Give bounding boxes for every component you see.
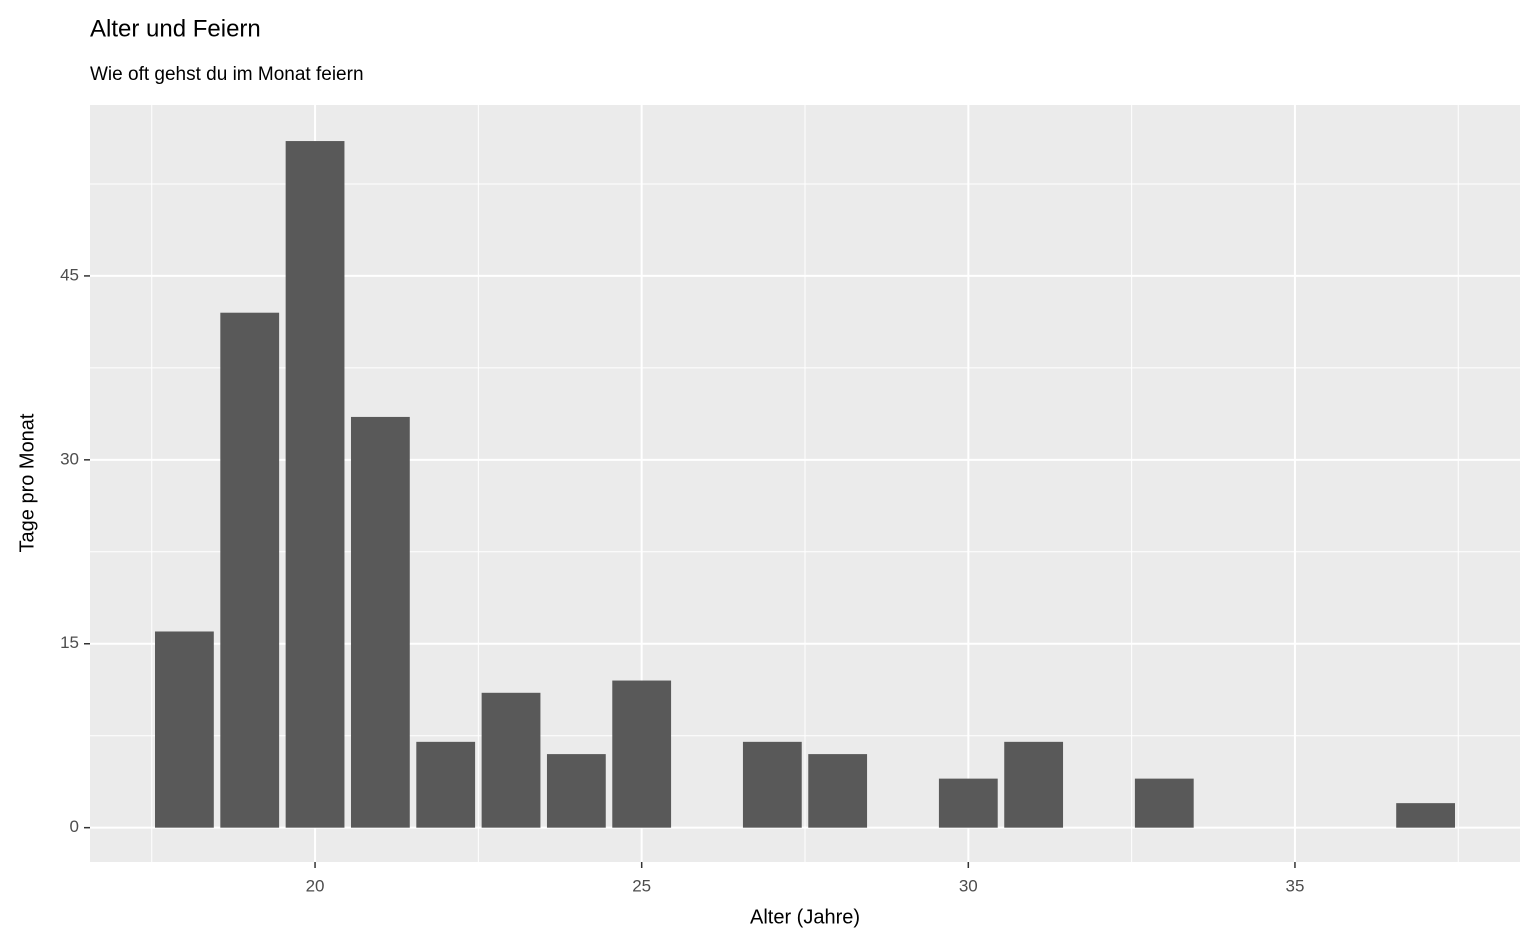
x-tick-label: 35 [1285,876,1304,895]
x-tick-label: 30 [959,876,978,895]
bar [938,778,998,828]
y-tick-label: 0 [70,817,79,836]
bar [285,141,345,828]
bar [808,754,868,828]
bar [742,741,802,828]
bar [481,692,541,828]
x-axis-title: Alter (Jahre) [750,906,860,928]
chart-title: Alter und Feiern [90,15,261,42]
chart-subtitle: Wie oft gehst du im Monat feiern [90,64,364,85]
bar [612,680,672,828]
bar [1134,778,1194,828]
bar [220,312,280,828]
bar [546,754,606,828]
bar [155,631,214,828]
x-tick-label: 25 [632,876,651,895]
x-tick-label: 20 [306,876,325,895]
y-tick-label: 45 [60,265,79,284]
bar [416,741,476,828]
y-tick-label: 15 [60,633,79,652]
bar [1396,803,1455,828]
bar [350,416,410,828]
y-axis-title: Tage pro Monat [16,413,38,552]
y-tick-label: 30 [60,449,79,468]
bar [1004,741,1064,828]
